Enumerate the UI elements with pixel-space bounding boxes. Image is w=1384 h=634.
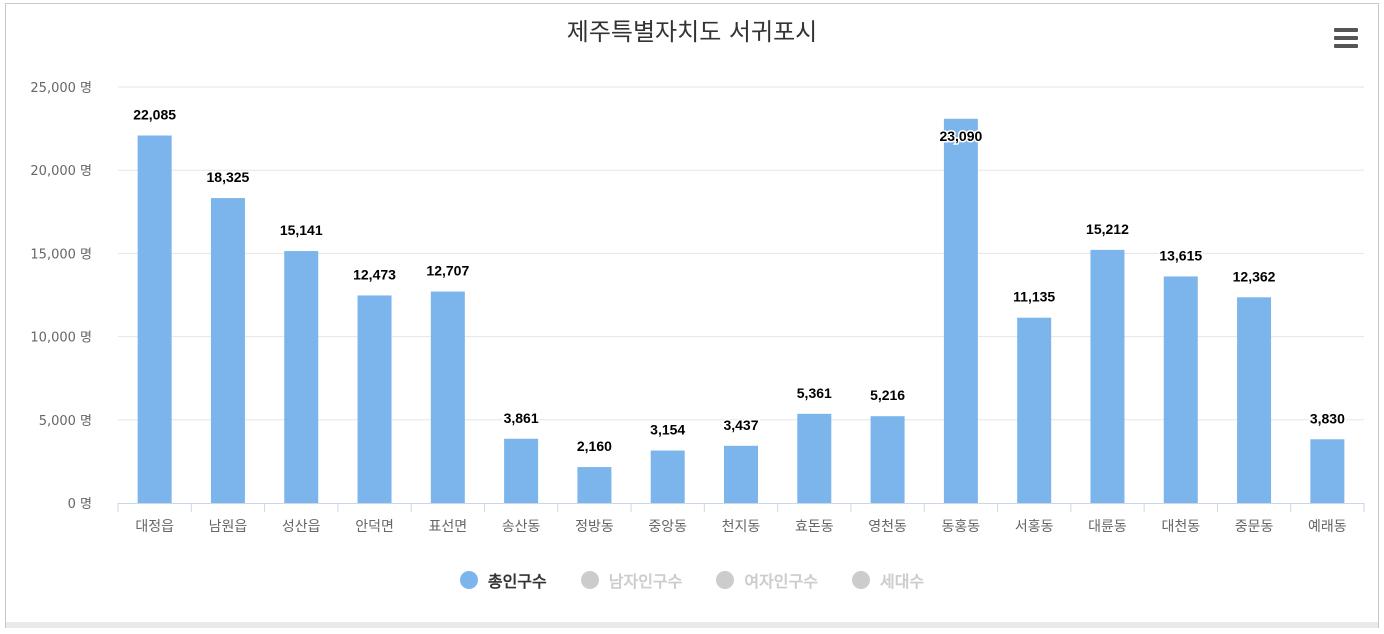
- data-label: 3,154: [650, 422, 685, 438]
- x-tick-label: 정방동: [575, 519, 614, 535]
- legend-marker-icon: [716, 571, 735, 589]
- bar[interactable]: [1090, 249, 1125, 503]
- x-tick-label: 효돈동: [795, 519, 834, 535]
- x-tick-label: 대천동: [1161, 519, 1200, 535]
- bar[interactable]: [724, 445, 758, 503]
- hamburger-menu-icon[interactable]: [1332, 26, 1360, 50]
- data-label: 15,141: [280, 222, 323, 238]
- bar[interactable]: [943, 118, 978, 503]
- x-tick-label: 송산동: [502, 519, 541, 535]
- y-tick-label: 10,000 명: [30, 331, 92, 346]
- data-label: 18,325: [207, 169, 250, 185]
- x-tick-label: 예래동: [1308, 519, 1347, 535]
- y-tick-label: 25,000 명: [30, 81, 92, 96]
- data-label: 3,830: [1310, 410, 1345, 426]
- data-label: 2,160: [577, 438, 612, 454]
- data-label: 3,861: [504, 410, 539, 426]
- x-tick-label: 영천동: [868, 519, 907, 535]
- legend-marker-icon: [459, 571, 478, 589]
- y-tick-label: 5,000 명: [39, 414, 92, 429]
- x-tick-label: 대륜동: [1088, 519, 1127, 535]
- data-label: 15,212: [1086, 221, 1129, 237]
- bar[interactable]: [797, 413, 832, 503]
- bottom-divider: [6, 622, 1378, 628]
- data-label: 22,085: [133, 107, 176, 123]
- legend-item[interactable]: 세대수: [851, 568, 925, 592]
- legend-item[interactable]: 여자인구수: [716, 568, 818, 592]
- legend-label: 세대수: [879, 572, 925, 591]
- data-label: 13,615: [1159, 247, 1202, 263]
- legend-marker-icon: [851, 571, 870, 589]
- x-tick-label: 남원읍: [209, 519, 248, 535]
- bar[interactable]: [577, 467, 612, 503]
- bar[interactable]: [1310, 439, 1345, 503]
- x-tick-label: 대정읍: [135, 519, 174, 535]
- data-label: 3,437: [723, 417, 758, 433]
- bar[interactable]: [137, 135, 172, 503]
- x-tick-label: 천지동: [722, 519, 761, 535]
- bar[interactable]: [650, 450, 685, 503]
- y-tick-label: 0 명: [68, 497, 92, 512]
- x-tick-label: 성산읍: [282, 519, 321, 535]
- legend-marker-icon: [580, 571, 599, 589]
- data-label: 12,707: [426, 263, 469, 279]
- legend-label: 여자인구수: [744, 572, 818, 591]
- data-label: 11,135: [1013, 289, 1055, 305]
- x-tick-label: 동홍동: [942, 519, 981, 535]
- bar[interactable]: [1017, 317, 1052, 503]
- legend-label: 총인구수: [487, 572, 547, 591]
- data-label: 23,090: [939, 128, 982, 144]
- data-label: 5,361: [797, 385, 832, 401]
- legend-item[interactable]: 총인구수: [459, 568, 547, 592]
- data-label: 5,216: [870, 387, 905, 403]
- bar[interactable]: [870, 416, 905, 503]
- data-label: 12,473: [353, 266, 396, 282]
- bar[interactable]: [1237, 297, 1272, 503]
- bar[interactable]: [357, 295, 392, 503]
- data-label: 12,362: [1233, 268, 1276, 284]
- legend-label: 남자인구수: [608, 572, 683, 591]
- chart-legend: 총인구수 남자인구수 여자인구수 세대수: [0, 568, 1384, 592]
- bar-chart: 0 명 5,000 명 10,000 명 15,000 명 20,000 명 25,000…: [30, 81, 1365, 535]
- x-tick-label: 표선면: [429, 519, 468, 535]
- legend-item[interactable]: 남자인구수: [580, 568, 683, 592]
- chart-title: 제주특별자치도 서귀포시: [566, 18, 818, 46]
- bar[interactable]: [430, 291, 465, 503]
- x-tick-label: 서홍동: [1015, 519, 1054, 535]
- bar[interactable]: [284, 251, 319, 503]
- x-tick-label: 중앙동: [648, 519, 687, 535]
- bar[interactable]: [210, 198, 245, 503]
- bar[interactable]: [1163, 276, 1198, 503]
- y-tick-label: 15,000 명: [30, 247, 92, 262]
- y-tick-label: 20,000 명: [30, 164, 92, 179]
- x-tick-label: 중문동: [1235, 519, 1274, 535]
- x-tick-label: 안덕면: [355, 519, 394, 535]
- bar[interactable]: [504, 438, 539, 503]
